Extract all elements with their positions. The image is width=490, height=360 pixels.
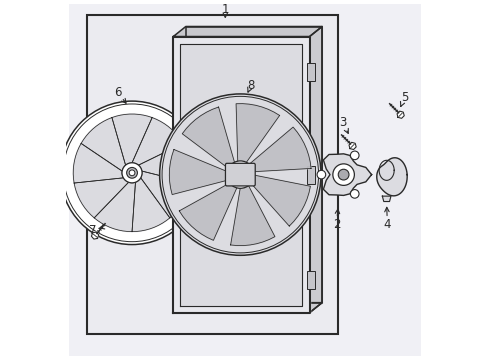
Polygon shape [81,118,125,171]
Circle shape [338,169,349,180]
Polygon shape [132,178,170,231]
Circle shape [160,94,321,255]
Polygon shape [173,27,322,37]
Text: 3: 3 [339,116,346,129]
Polygon shape [112,114,152,165]
Polygon shape [182,107,235,169]
Text: 4: 4 [384,218,391,231]
Polygon shape [323,154,371,195]
Text: 7: 7 [89,224,97,237]
Polygon shape [231,185,275,246]
Polygon shape [377,158,407,196]
Polygon shape [397,111,404,118]
Polygon shape [173,303,322,313]
Bar [307,271,315,289]
Polygon shape [310,27,322,313]
Circle shape [60,101,204,244]
Text: 6: 6 [114,86,122,99]
Circle shape [126,167,137,178]
Circle shape [350,190,359,198]
Circle shape [333,164,354,185]
Polygon shape [92,232,99,239]
Bar [307,166,315,184]
Circle shape [317,170,326,179]
Polygon shape [236,104,280,163]
Polygon shape [94,182,135,231]
Text: 2: 2 [333,218,340,231]
Polygon shape [179,183,237,240]
Polygon shape [382,196,391,202]
Text: 8: 8 [247,79,254,92]
Polygon shape [73,143,123,183]
Circle shape [129,170,135,176]
Circle shape [350,151,359,160]
Polygon shape [170,149,228,194]
Bar [87,15,338,334]
Polygon shape [74,178,128,218]
Polygon shape [349,142,356,149]
Polygon shape [186,27,322,303]
Polygon shape [250,175,310,226]
Polygon shape [139,143,191,183]
FancyBboxPatch shape [225,163,255,186]
Polygon shape [248,127,311,172]
Text: 1: 1 [221,3,229,16]
Circle shape [233,167,247,182]
Polygon shape [132,118,183,165]
Polygon shape [180,44,302,306]
Circle shape [226,161,254,188]
Polygon shape [141,171,190,218]
Text: 5: 5 [401,91,408,104]
Circle shape [122,163,142,183]
Polygon shape [173,37,310,313]
Bar [307,63,315,81]
